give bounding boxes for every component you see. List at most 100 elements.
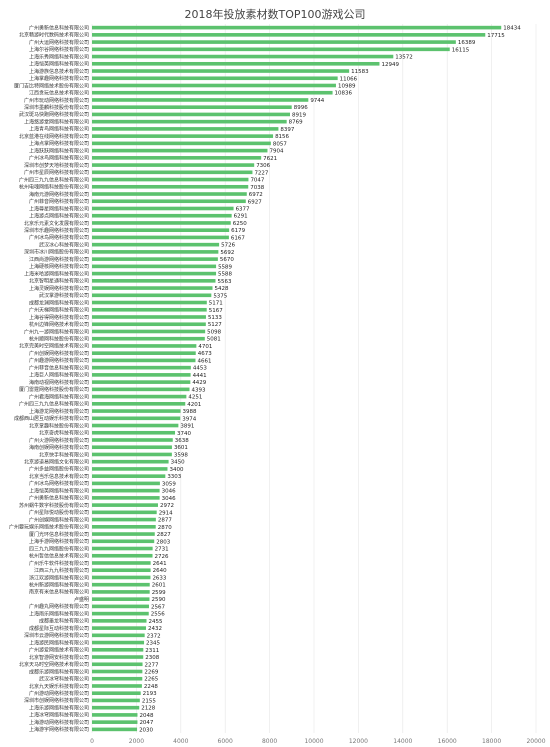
category-label: 四三九九网络股份有限公司 bbox=[29, 545, 89, 552]
bar bbox=[92, 257, 218, 261]
category-label: 北京游道易网络文化有限公司 bbox=[24, 458, 89, 465]
value-label: 2601 bbox=[152, 583, 166, 589]
value-label: 7621 bbox=[263, 156, 277, 162]
value-label: 2556 bbox=[151, 612, 165, 618]
bar bbox=[92, 250, 219, 254]
value-label: 8919 bbox=[292, 112, 306, 118]
value-label: 5081 bbox=[207, 337, 221, 343]
bar bbox=[92, 676, 143, 681]
category-label: 上海乐秀网络科技有限公司 bbox=[29, 53, 89, 60]
value-label: 13572 bbox=[395, 55, 413, 61]
bar bbox=[92, 184, 249, 189]
bar bbox=[92, 727, 138, 732]
bar bbox=[92, 691, 141, 696]
bar bbox=[92, 705, 140, 710]
category-label: 广州市星辰网络科技有限公司 bbox=[24, 169, 89, 176]
category-label: 江西三九九科技有限公司 bbox=[34, 567, 89, 574]
bar bbox=[92, 293, 212, 298]
category-label: 广州创娱网络科技有限公司 bbox=[29, 516, 89, 523]
value-label: 3046 bbox=[162, 496, 176, 502]
value-label: 11066 bbox=[340, 76, 358, 82]
category-label: 上海乐游网络科技有限公司 bbox=[29, 704, 89, 711]
category-label: 深圳市乐趣网络科技有限公司 bbox=[24, 227, 89, 234]
category-label: 广州君海网络科技有限公司 bbox=[29, 393, 89, 400]
category-label: 上海灵娱网络科技有限公司 bbox=[29, 285, 89, 292]
value-label: 4393 bbox=[192, 387, 206, 393]
bar bbox=[92, 358, 196, 363]
category-label: 上海游点网络科技有限公司 bbox=[29, 213, 89, 220]
value-label: 2030 bbox=[139, 727, 153, 733]
bar bbox=[92, 423, 179, 428]
value-label: 4661 bbox=[197, 358, 211, 364]
x-tick-label: 6000 bbox=[218, 738, 233, 745]
bar bbox=[92, 611, 149, 616]
bar bbox=[92, 40, 456, 44]
value-label: 5589 bbox=[218, 264, 232, 270]
category-label: 北京完美时空网络技术有限公司 bbox=[19, 343, 89, 350]
bar bbox=[92, 416, 181, 421]
category-label: 上海谷得网络科技有限公司 bbox=[29, 314, 89, 321]
x-tick-label: 2000 bbox=[129, 738, 144, 745]
category-label: 广州天梯网络科技有限公司 bbox=[29, 307, 89, 314]
value-label: 11583 bbox=[351, 69, 369, 75]
bar bbox=[92, 351, 196, 355]
bar bbox=[92, 561, 151, 565]
bar bbox=[92, 380, 191, 384]
category-label: 上海游族信息技术有限公司 bbox=[29, 68, 89, 75]
bar bbox=[92, 213, 232, 218]
category-label: 广州多益网络股份有限公司 bbox=[29, 466, 89, 473]
bar bbox=[92, 503, 158, 507]
category-label: 上海恺英网络科技有限公司 bbox=[29, 61, 89, 68]
category-label: 北京当乐信息技术有限公司 bbox=[29, 473, 89, 480]
bar bbox=[92, 655, 144, 659]
value-label: 9744 bbox=[310, 98, 324, 104]
category-label: 广州四三九九信息科技有限公司 bbox=[19, 401, 89, 408]
category-label: 上海巨人网络科技有限公司 bbox=[29, 372, 89, 379]
bar bbox=[92, 597, 150, 601]
category-label: 广州乐牛软件科技有限公司 bbox=[29, 560, 89, 567]
bar bbox=[92, 575, 151, 580]
value-label: 8996 bbox=[294, 105, 308, 111]
value-label: 4441 bbox=[193, 373, 207, 379]
value-label: 5167 bbox=[209, 308, 223, 314]
bar bbox=[92, 532, 155, 536]
value-label: 2726 bbox=[155, 554, 169, 560]
bar bbox=[92, 69, 350, 73]
value-label: 18434 bbox=[503, 26, 521, 32]
bar bbox=[92, 662, 143, 667]
category-label: 广州创娱网络科技有限公司 bbox=[29, 350, 89, 357]
bar bbox=[92, 47, 450, 52]
value-label: 3303 bbox=[167, 474, 181, 480]
value-label: 8769 bbox=[289, 120, 303, 126]
category-label: 深圳市冰川网络股份有限公司 bbox=[24, 249, 89, 256]
bar bbox=[92, 525, 156, 529]
value-label: 7038 bbox=[250, 185, 264, 191]
value-label: 4673 bbox=[198, 351, 212, 357]
value-label: 2269 bbox=[144, 670, 158, 676]
bar bbox=[92, 76, 338, 81]
bar bbox=[92, 192, 247, 196]
x-tick-label: 8000 bbox=[262, 738, 277, 745]
value-label: 5098 bbox=[207, 329, 221, 335]
bar bbox=[92, 119, 287, 124]
category-label: 北京智明星通科技有限公司 bbox=[29, 278, 89, 285]
bar bbox=[92, 626, 146, 630]
category-label: 上海点掌网络科技有限公司 bbox=[29, 140, 89, 147]
category-label: 杭州顺网科技股份有限公司 bbox=[29, 336, 89, 343]
bar bbox=[92, 170, 253, 175]
category-label: 上海尔谷网络科技有限公司 bbox=[29, 46, 89, 53]
value-label: 2193 bbox=[143, 691, 157, 697]
bar bbox=[92, 582, 150, 587]
x-tick-label: 12000 bbox=[349, 738, 368, 745]
value-label: 7904 bbox=[269, 149, 283, 155]
value-label: 3891 bbox=[180, 424, 194, 430]
value-label: 5133 bbox=[208, 315, 222, 321]
category-label: 上海米哈游网络科技有限公司 bbox=[24, 270, 89, 277]
value-label: 6377 bbox=[236, 206, 250, 212]
category-label: 北京蓝港在线网络科技有限公司 bbox=[19, 133, 89, 140]
category-label: 上海手游网络科技有限公司 bbox=[29, 538, 89, 545]
bar bbox=[92, 481, 160, 486]
category-label: 广州趣游网络科技有限公司 bbox=[29, 357, 89, 364]
value-label: 2731 bbox=[155, 547, 169, 553]
